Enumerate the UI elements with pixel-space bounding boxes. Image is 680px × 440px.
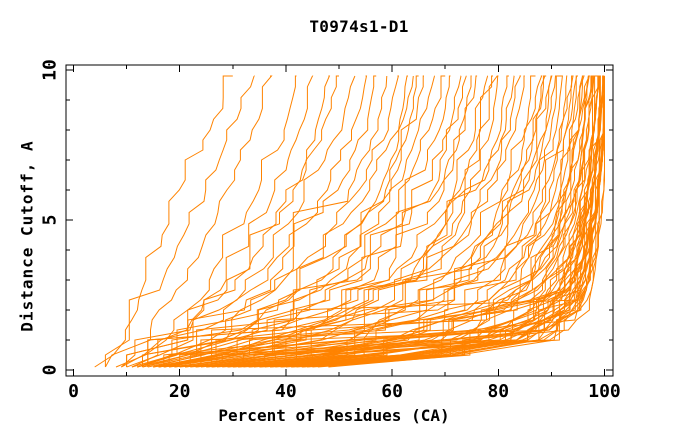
model-curve [137, 75, 408, 368]
model-curve [147, 75, 467, 367]
model-curve [311, 76, 605, 367]
model-curve [158, 75, 499, 368]
model-curve [142, 75, 424, 368]
y-tick-label: 0 [40, 365, 61, 376]
x-tick-label: 40 [275, 381, 297, 402]
model-curve [126, 75, 331, 367]
model-curve [238, 75, 600, 368]
model-curve [142, 75, 462, 368]
model-curve [104, 75, 273, 368]
model-curve [280, 75, 605, 368]
x-axis-label: Percent of Residues (CA) [218, 406, 450, 425]
model-curve [174, 75, 563, 368]
model-curve [163, 75, 522, 367]
x-tick-label: 60 [381, 381, 403, 402]
x-tick-label: 0 [68, 381, 79, 402]
model-curve [189, 75, 574, 367]
model-curve [94, 75, 233, 368]
model-curve [179, 75, 562, 367]
model-curve [158, 75, 499, 368]
model-curve [200, 75, 590, 368]
model-curve [163, 75, 552, 368]
model-curve [163, 75, 509, 368]
model-curve [168, 75, 515, 368]
model-curve [126, 75, 356, 368]
model-curve [142, 75, 446, 367]
model-curve [153, 75, 493, 368]
y-tick-label: 5 [40, 215, 61, 226]
model-curve [195, 75, 584, 368]
model-curve [147, 75, 451, 368]
tick-labels: 0 20 40 60 80 100 0 5 10 [40, 59, 621, 402]
x-tick-label: 80 [487, 381, 509, 402]
x-tick-label: 20 [169, 381, 191, 402]
model-curve [163, 75, 543, 368]
model-curve [269, 75, 605, 368]
model-curve [126, 75, 377, 367]
model-curve [184, 75, 568, 368]
model-curve [104, 75, 255, 367]
model-curve [120, 75, 339, 368]
model-curve [142, 75, 414, 367]
model-curve [147, 75, 478, 367]
model-curve [131, 75, 400, 368]
model-curve [195, 75, 578, 368]
model-curve [158, 75, 489, 368]
model-curve [153, 75, 525, 368]
model-curve [137, 75, 419, 368]
model-curve [137, 75, 388, 368]
axes [65, 64, 614, 377]
chart-title: T0974s1-D1 [309, 17, 409, 36]
y-tick-label: 10 [40, 59, 61, 81]
model-curve [296, 75, 605, 368]
model-curve [121, 75, 314, 368]
model-curves [94, 75, 605, 368]
model-curve [211, 75, 594, 368]
x-tick-label: 100 [588, 381, 621, 402]
model-curve [211, 75, 594, 368]
model-curve [115, 75, 297, 368]
model-curve [137, 75, 435, 368]
